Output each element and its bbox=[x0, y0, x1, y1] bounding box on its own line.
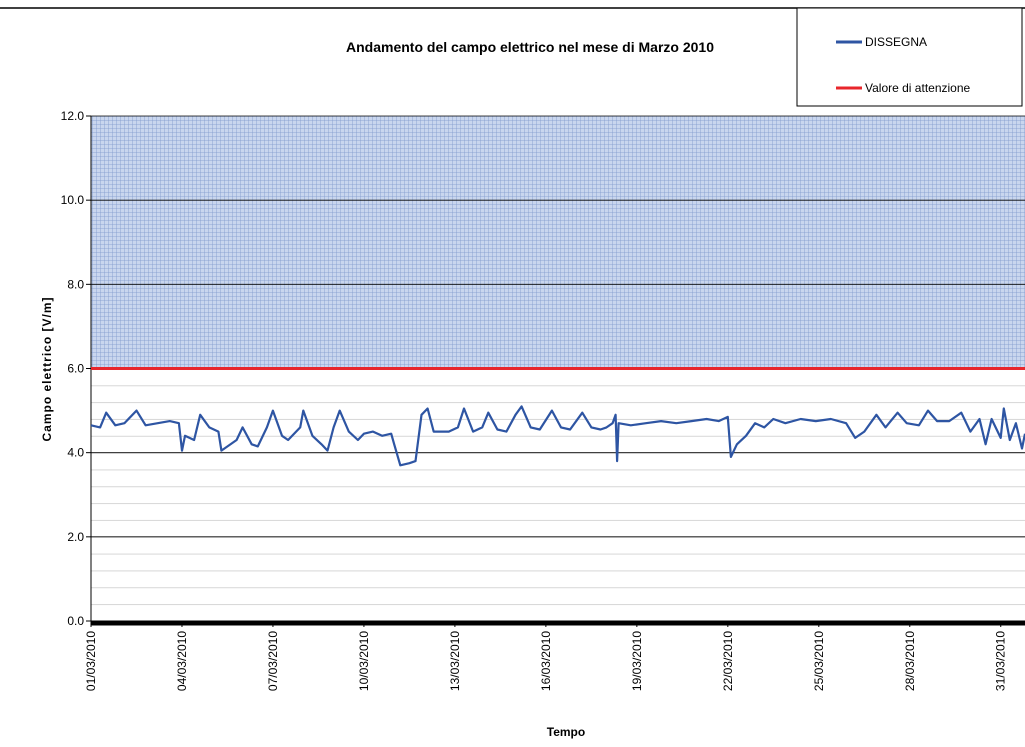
y-tick-label: 4.0 bbox=[67, 446, 84, 460]
x-tick-label: 13/03/2010 bbox=[448, 631, 462, 691]
attention-zone bbox=[91, 116, 1025, 369]
x-tick-label: 31/03/2010 bbox=[994, 631, 1008, 691]
x-tick-label: 19/03/2010 bbox=[630, 631, 644, 691]
x-tick-label: 04/03/2010 bbox=[175, 631, 189, 691]
x-tick-label: 16/03/2010 bbox=[539, 631, 553, 691]
y-axis-label: Campo elettrico [V/m] bbox=[40, 296, 54, 441]
y-tick-label: 12.0 bbox=[61, 109, 85, 123]
y-tick-label: 10.0 bbox=[61, 193, 85, 207]
legend-label: DISSEGNA bbox=[865, 35, 927, 49]
legend-box bbox=[796, 7, 1023, 107]
x-tick-label: 07/03/2010 bbox=[266, 631, 280, 691]
chart-title: Andamento del campo elettrico nel mese d… bbox=[346, 39, 714, 55]
x-tick-label: 01/03/2010 bbox=[84, 631, 98, 691]
y-tick-label: 6.0 bbox=[67, 362, 84, 376]
legend-label: Valore di attenzione bbox=[865, 81, 971, 95]
x-tick-label: 25/03/2010 bbox=[812, 631, 826, 691]
y-tick-label: 2.0 bbox=[67, 530, 84, 544]
y-tick-label: 0.0 bbox=[67, 614, 84, 628]
x-tick-label: 22/03/2010 bbox=[721, 631, 735, 691]
y-tick-label: 8.0 bbox=[67, 277, 84, 291]
x-axis-label: Tempo bbox=[547, 725, 585, 739]
series-line bbox=[90, 405, 1025, 467]
x-tick-label: 10/03/2010 bbox=[357, 631, 371, 691]
x-tick-label: 28/03/2010 bbox=[903, 631, 917, 691]
